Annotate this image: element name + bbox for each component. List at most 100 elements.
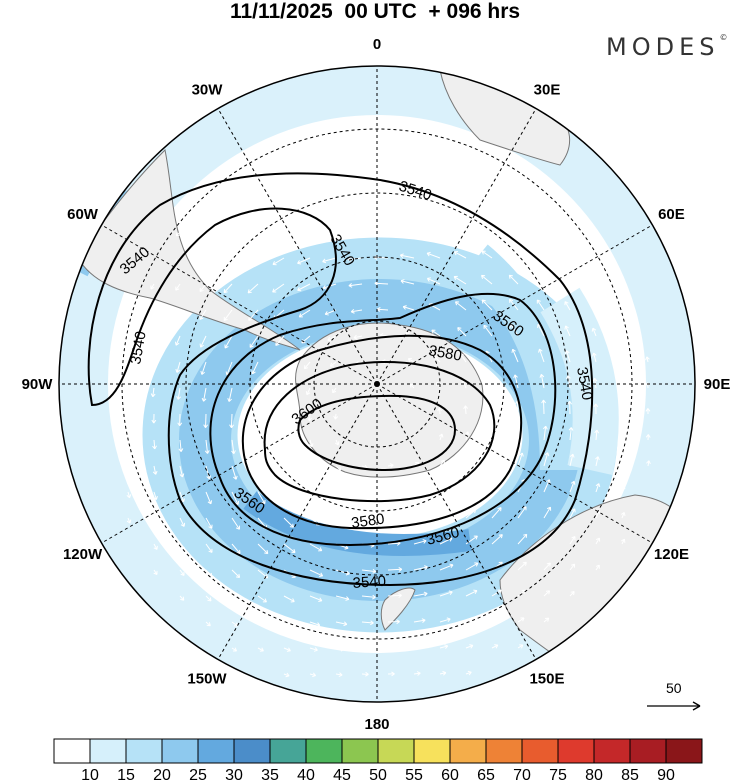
wind-vector-head (275, 341, 280, 346)
wind-vector (517, 506, 527, 519)
wind-vector (283, 543, 296, 553)
wind-vector (565, 252, 571, 259)
wind-vector-head (199, 315, 204, 320)
wind-vector (252, 179, 259, 183)
wind-vector (361, 465, 368, 469)
wind-vector (248, 309, 259, 321)
wind-vector (431, 329, 441, 337)
wind-vector-head (645, 356, 650, 361)
wind-vector (427, 277, 441, 285)
wind-vector-head (225, 233, 230, 238)
wind-vector (200, 335, 207, 348)
wind-vector (413, 619, 426, 623)
wind-vector (247, 283, 259, 294)
meridian-line (217, 383, 378, 660)
wind-vector (543, 506, 551, 519)
wind-vector-head (618, 329, 624, 334)
wind-vector (481, 274, 493, 285)
wind-vector-head (200, 370, 205, 375)
wind-vector (150, 283, 155, 290)
colorbar-swatch (53, 738, 91, 764)
wind-vector (127, 491, 131, 498)
wind-vector-head (620, 458, 626, 463)
longitude-label: 120W (63, 546, 103, 563)
wind-vector-head (536, 299, 541, 304)
wind-vector (509, 250, 519, 259)
wind-vector (413, 672, 421, 675)
chart-title: 11/11/2025 00 UTC + 096 hrs (229, 0, 521, 23)
wind-vector-head (353, 334, 358, 340)
wind-vector-head (251, 370, 256, 375)
wind-vector-head (426, 277, 432, 282)
wind-vector-head (206, 475, 212, 480)
colorbar-swatch (341, 738, 379, 764)
wind-vector (335, 621, 347, 625)
wind-vector-head (645, 408, 651, 412)
wind-vector (621, 485, 625, 493)
wind-vector-head (312, 672, 317, 678)
longitude-label: 30E (534, 82, 561, 99)
wind-vector (277, 361, 285, 372)
longitude-label: 30W (192, 82, 224, 99)
wind-vector-head (330, 152, 335, 157)
wind-vector (348, 283, 363, 287)
wind-vector-head (619, 406, 625, 410)
wind-vector (457, 202, 467, 207)
wind-vector (283, 491, 292, 502)
wind-vector (326, 205, 337, 209)
wind-vector (257, 647, 264, 652)
wind-vector (517, 533, 528, 545)
wind-vector (201, 361, 207, 375)
colorbar-swatch (233, 738, 271, 764)
meridian-line (101, 383, 378, 544)
wind-vector (153, 569, 158, 575)
wind-vector-head (593, 403, 599, 408)
contour-label: 3580 (350, 510, 385, 531)
wind-vector-head (125, 417, 131, 421)
wind-vector (150, 309, 155, 317)
wind-vector-head (459, 176, 464, 182)
wind-vector (517, 589, 526, 597)
map-border (58, 65, 696, 703)
wind-vector (231, 439, 235, 454)
wind-vector (335, 569, 350, 575)
wind-vector-head (448, 590, 453, 595)
wind-vector-head (592, 377, 598, 382)
wind-vector-head (150, 393, 156, 398)
colorbar-swatch (557, 738, 595, 764)
wind-vector (569, 591, 575, 597)
wind-vector (231, 491, 239, 505)
wind-vector-head (304, 152, 309, 157)
wind-vector-head (455, 226, 460, 231)
wind-vector-head (235, 525, 240, 530)
wind-vector-head (621, 512, 626, 517)
wind-vector (283, 673, 290, 677)
wind-vector-head (372, 594, 376, 600)
wind-vector-head (176, 395, 181, 400)
wind-vector-head (565, 227, 570, 232)
wind-vector (309, 465, 315, 473)
wind-vector-head (422, 539, 427, 544)
colorbar-label: 15 (117, 767, 135, 782)
colorbar-swatch (377, 738, 415, 764)
wind-vector-head (508, 274, 513, 279)
wind-vector-head (153, 545, 158, 550)
wind-vector (566, 350, 571, 363)
wind-vector-head (591, 352, 597, 357)
wind-vector (569, 427, 572, 441)
wind-vector (373, 256, 389, 259)
wind-vector (565, 325, 571, 337)
wind-vector-head (367, 646, 372, 651)
wind-vector-head (289, 523, 294, 528)
wind-vector (231, 595, 239, 602)
wind-vector (439, 564, 454, 571)
wind-vector (349, 231, 363, 234)
wind-vector-head (356, 151, 360, 157)
wind-vector (426, 252, 441, 259)
wind-vector-head (180, 571, 185, 576)
wind-vector-head (440, 459, 445, 464)
wind-vector-head (426, 251, 431, 257)
wind-vector (335, 491, 344, 497)
wind-vector (283, 517, 294, 528)
